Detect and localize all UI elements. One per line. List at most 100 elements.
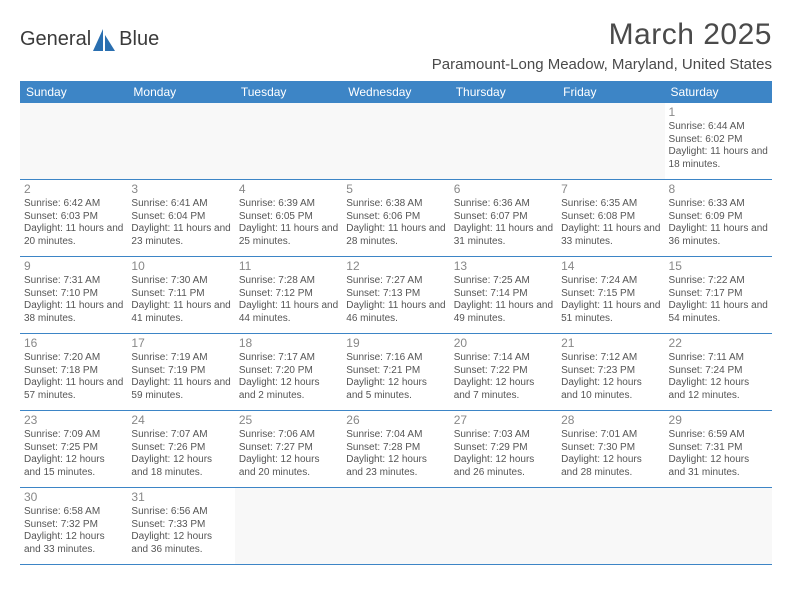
sunrise-line: Sunrise: 7:11 AM — [669, 352, 768, 365]
day-cell: 3Sunrise: 6:41 AMSunset: 6:04 PMDaylight… — [127, 180, 234, 256]
week-row: 23Sunrise: 7:09 AMSunset: 7:25 PMDayligh… — [20, 411, 772, 488]
sunset-line: Sunset: 6:03 PM — [24, 211, 123, 224]
day-number: 16 — [24, 336, 123, 351]
daylight-line: Daylight: 11 hours and 36 minutes. — [669, 223, 768, 248]
sunrise-line: Sunrise: 7:19 AM — [131, 352, 230, 365]
day-cell: 16Sunrise: 7:20 AMSunset: 7:18 PMDayligh… — [20, 334, 127, 410]
sunrise-line: Sunrise: 7:09 AM — [24, 429, 123, 442]
logo-sail-icon — [93, 29, 117, 51]
header: General Blue March 2025 Paramount-Long M… — [20, 18, 772, 73]
day-header-row: SundayMondayTuesdayWednesdayThursdayFrid… — [20, 81, 772, 103]
daylight-line: Daylight: 11 hours and 44 minutes. — [239, 300, 338, 325]
empty-cell — [450, 488, 557, 564]
day-number: 27 — [454, 413, 553, 428]
sunset-line: Sunset: 7:17 PM — [669, 288, 768, 301]
sunset-line: Sunset: 7:10 PM — [24, 288, 123, 301]
day-cell: 6Sunrise: 6:36 AMSunset: 6:07 PMDaylight… — [450, 180, 557, 256]
sunrise-line: Sunrise: 7:16 AM — [346, 352, 445, 365]
sunset-line: Sunset: 7:27 PM — [239, 442, 338, 455]
daylight-line: Daylight: 11 hours and 38 minutes. — [24, 300, 123, 325]
title-block: March 2025 Paramount-Long Meadow, Maryla… — [432, 18, 772, 73]
sunset-line: Sunset: 7:22 PM — [454, 365, 553, 378]
daylight-line: Daylight: 11 hours and 46 minutes. — [346, 300, 445, 325]
sunset-line: Sunset: 7:33 PM — [131, 519, 230, 532]
empty-cell — [557, 103, 664, 179]
day-cell: 2Sunrise: 6:42 AMSunset: 6:03 PMDaylight… — [20, 180, 127, 256]
day-header: Wednesday — [342, 81, 449, 103]
daylight-line: Daylight: 11 hours and 57 minutes. — [24, 377, 123, 402]
day-cell: 24Sunrise: 7:07 AMSunset: 7:26 PMDayligh… — [127, 411, 234, 487]
day-number: 3 — [131, 182, 230, 197]
week-row: 16Sunrise: 7:20 AMSunset: 7:18 PMDayligh… — [20, 334, 772, 411]
page-title: March 2025 — [432, 18, 772, 52]
day-number: 19 — [346, 336, 445, 351]
sunset-line: Sunset: 7:18 PM — [24, 365, 123, 378]
week-row: 9Sunrise: 7:31 AMSunset: 7:10 PMDaylight… — [20, 257, 772, 334]
sunset-line: Sunset: 7:28 PM — [346, 442, 445, 455]
day-number: 23 — [24, 413, 123, 428]
day-cell: 14Sunrise: 7:24 AMSunset: 7:15 PMDayligh… — [557, 257, 664, 333]
day-number: 17 — [131, 336, 230, 351]
day-header: Saturday — [665, 81, 772, 103]
sunset-line: Sunset: 7:21 PM — [346, 365, 445, 378]
daylight-line: Daylight: 11 hours and 18 minutes. — [669, 146, 768, 171]
sunset-line: Sunset: 7:29 PM — [454, 442, 553, 455]
day-cell: 10Sunrise: 7:30 AMSunset: 7:11 PMDayligh… — [127, 257, 234, 333]
sunset-line: Sunset: 7:30 PM — [561, 442, 660, 455]
sunset-line: Sunset: 6:07 PM — [454, 211, 553, 224]
daylight-line: Daylight: 12 hours and 12 minutes. — [669, 377, 768, 402]
sunset-line: Sunset: 7:12 PM — [239, 288, 338, 301]
day-number: 14 — [561, 259, 660, 274]
day-cell: 1Sunrise: 6:44 AMSunset: 6:02 PMDaylight… — [665, 103, 772, 179]
day-header: Tuesday — [235, 81, 342, 103]
daylight-line: Daylight: 12 hours and 36 minutes. — [131, 531, 230, 556]
day-cell: 31Sunrise: 6:56 AMSunset: 7:33 PMDayligh… — [127, 488, 234, 564]
daylight-line: Daylight: 11 hours and 20 minutes. — [24, 223, 123, 248]
day-number: 2 — [24, 182, 123, 197]
daylight-line: Daylight: 11 hours and 23 minutes. — [131, 223, 230, 248]
sunrise-line: Sunrise: 7:28 AM — [239, 275, 338, 288]
daylight-line: Daylight: 12 hours and 2 minutes. — [239, 377, 338, 402]
daylight-line: Daylight: 12 hours and 15 minutes. — [24, 454, 123, 479]
day-number: 6 — [454, 182, 553, 197]
sunset-line: Sunset: 6:04 PM — [131, 211, 230, 224]
empty-cell — [342, 488, 449, 564]
daylight-line: Daylight: 12 hours and 5 minutes. — [346, 377, 445, 402]
daylight-line: Daylight: 11 hours and 28 minutes. — [346, 223, 445, 248]
day-number: 10 — [131, 259, 230, 274]
day-number: 4 — [239, 182, 338, 197]
day-cell: 29Sunrise: 6:59 AMSunset: 7:31 PMDayligh… — [665, 411, 772, 487]
daylight-line: Daylight: 11 hours and 59 minutes. — [131, 377, 230, 402]
daylight-line: Daylight: 12 hours and 31 minutes. — [669, 454, 768, 479]
sunset-line: Sunset: 7:24 PM — [669, 365, 768, 378]
daylight-line: Daylight: 11 hours and 33 minutes. — [561, 223, 660, 248]
day-number: 28 — [561, 413, 660, 428]
day-number: 7 — [561, 182, 660, 197]
daylight-line: Daylight: 12 hours and 28 minutes. — [561, 454, 660, 479]
day-number: 9 — [24, 259, 123, 274]
sunset-line: Sunset: 6:05 PM — [239, 211, 338, 224]
empty-cell — [235, 103, 342, 179]
week-row: 1Sunrise: 6:44 AMSunset: 6:02 PMDaylight… — [20, 103, 772, 180]
day-cell: 28Sunrise: 7:01 AMSunset: 7:30 PMDayligh… — [557, 411, 664, 487]
sunrise-line: Sunrise: 6:33 AM — [669, 198, 768, 211]
day-cell: 8Sunrise: 6:33 AMSunset: 6:09 PMDaylight… — [665, 180, 772, 256]
daylight-line: Daylight: 11 hours and 41 minutes. — [131, 300, 230, 325]
sunrise-line: Sunrise: 6:42 AM — [24, 198, 123, 211]
empty-cell — [557, 488, 664, 564]
day-cell: 23Sunrise: 7:09 AMSunset: 7:25 PMDayligh… — [20, 411, 127, 487]
day-cell: 30Sunrise: 6:58 AMSunset: 7:32 PMDayligh… — [20, 488, 127, 564]
day-cell: 17Sunrise: 7:19 AMSunset: 7:19 PMDayligh… — [127, 334, 234, 410]
daylight-line: Daylight: 11 hours and 25 minutes. — [239, 223, 338, 248]
sunset-line: Sunset: 6:09 PM — [669, 211, 768, 224]
day-number: 8 — [669, 182, 768, 197]
day-number: 29 — [669, 413, 768, 428]
day-cell: 13Sunrise: 7:25 AMSunset: 7:14 PMDayligh… — [450, 257, 557, 333]
empty-cell — [450, 103, 557, 179]
week-row: 30Sunrise: 6:58 AMSunset: 7:32 PMDayligh… — [20, 488, 772, 565]
day-number: 5 — [346, 182, 445, 197]
calendar: SundayMondayTuesdayWednesdayThursdayFrid… — [20, 81, 772, 565]
sunrise-line: Sunrise: 7:27 AM — [346, 275, 445, 288]
day-number: 13 — [454, 259, 553, 274]
location: Paramount-Long Meadow, Maryland, United … — [432, 56, 772, 73]
